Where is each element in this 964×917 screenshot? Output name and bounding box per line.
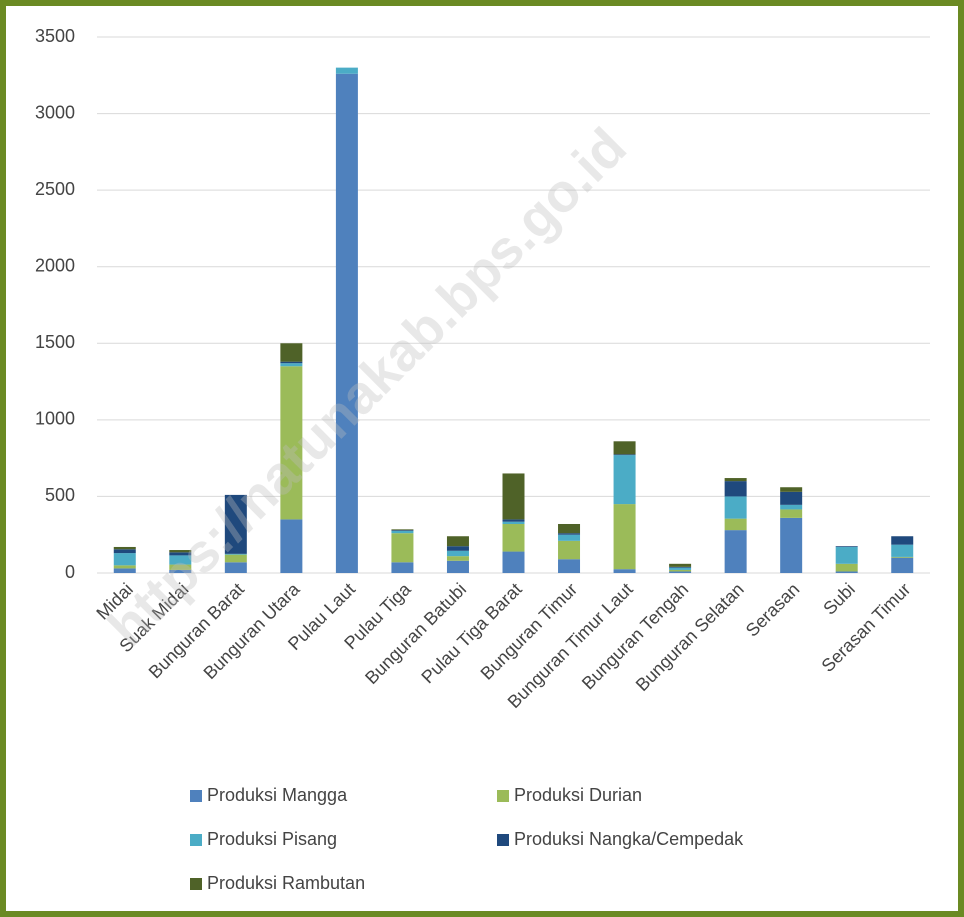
- bar-segment: [780, 487, 803, 492]
- bar-segment: [446, 546, 469, 551]
- bar-segment: [113, 568, 136, 573]
- bar-segment: [224, 553, 247, 555]
- bar-segment: [613, 441, 636, 455]
- bar-segment: [391, 562, 414, 573]
- bar-segment: [169, 564, 192, 570]
- bar-segment: [502, 521, 525, 524]
- bar-segment: [502, 519, 525, 522]
- legend-swatch: [497, 790, 509, 802]
- bar-segment: [391, 529, 414, 531]
- bar-segment: [335, 67, 358, 74]
- bar-segment: [446, 550, 469, 557]
- legend-label: Produksi Nangka/Cempedak: [514, 829, 744, 849]
- legend-swatch: [190, 790, 202, 802]
- bar-segment: [446, 556, 469, 561]
- bar-segment: [558, 559, 581, 573]
- legend-swatch: [190, 834, 202, 846]
- bar-segment: [558, 523, 581, 534]
- bar-segment: [169, 552, 192, 556]
- bar-segment: [835, 563, 858, 572]
- bar-segment: [891, 557, 914, 573]
- legend-label: Produksi Mangga: [207, 785, 348, 805]
- bar-segment: [724, 496, 747, 519]
- bar-segment: [446, 560, 469, 573]
- bar-segment: [280, 366, 303, 520]
- bar-segment: [669, 569, 692, 572]
- bar-segment: [780, 491, 803, 505]
- bar-segment: [669, 571, 692, 573]
- bar-segment: [669, 567, 692, 570]
- bar-segment: [113, 565, 136, 569]
- bar-segment: [835, 546, 858, 564]
- bar-segment: [280, 343, 303, 362]
- bar-segment: [613, 569, 636, 573]
- bar-segment: [502, 551, 525, 573]
- y-tick-label: 2000: [35, 255, 75, 275]
- bar-segment: [724, 481, 747, 497]
- bar-segment: [724, 478, 747, 482]
- bar-segment: [835, 546, 858, 547]
- y-tick-label: 500: [45, 485, 75, 505]
- bar-segment: [558, 534, 581, 541]
- bar-segment: [169, 569, 192, 573]
- legend-swatch: [190, 878, 202, 890]
- bar-segment: [391, 533, 414, 563]
- bar-segment: [780, 504, 803, 510]
- bar-segment: [613, 504, 636, 570]
- bar-segment: [113, 553, 136, 566]
- bar-segment: [780, 517, 803, 573]
- legend-label: Produksi Durian: [514, 785, 642, 805]
- bar-segment: [113, 546, 136, 550]
- bar-segment: [835, 571, 858, 573]
- bar-segment: [335, 73, 358, 574]
- bar-segment: [169, 555, 192, 565]
- bar-segment: [558, 533, 581, 535]
- bar-segment: [613, 454, 636, 456]
- bar-segment: [891, 536, 914, 545]
- legend-swatch: [497, 834, 509, 846]
- bar-segment: [669, 563, 692, 567]
- bar-segment: [724, 518, 747, 531]
- bar-segment: [224, 562, 247, 573]
- bar-segment: [169, 550, 192, 553]
- legend-label: Produksi Rambutan: [207, 873, 365, 893]
- bar-segment: [502, 523, 525, 552]
- legend-label: Produksi Pisang: [207, 829, 337, 849]
- y-tick-label: 1000: [35, 409, 75, 429]
- bar-segment: [391, 530, 414, 534]
- bar-segment: [724, 530, 747, 573]
- bar-segment: [113, 549, 136, 554]
- bar-segment: [224, 554, 247, 563]
- bar-segment: [669, 566, 692, 568]
- y-tick-label: 0: [65, 562, 75, 582]
- y-tick-label: 1500: [35, 332, 75, 352]
- bar-segment: [558, 540, 581, 560]
- y-tick-label: 3000: [35, 102, 75, 122]
- bar-segment: [280, 363, 303, 367]
- bar-segment: [280, 519, 303, 573]
- bar-segment: [280, 361, 303, 364]
- y-tick-label: 3500: [35, 26, 75, 46]
- bar-segment: [780, 509, 803, 518]
- bar-segment: [391, 530, 414, 531]
- bar-segment: [446, 536, 469, 547]
- bar-segment: [613, 455, 636, 505]
- bar-segment: [502, 473, 525, 520]
- y-tick-label: 2500: [35, 179, 75, 199]
- bar-segment: [224, 494, 247, 554]
- bar-segment: [891, 544, 914, 557]
- bar-segment: [891, 556, 914, 558]
